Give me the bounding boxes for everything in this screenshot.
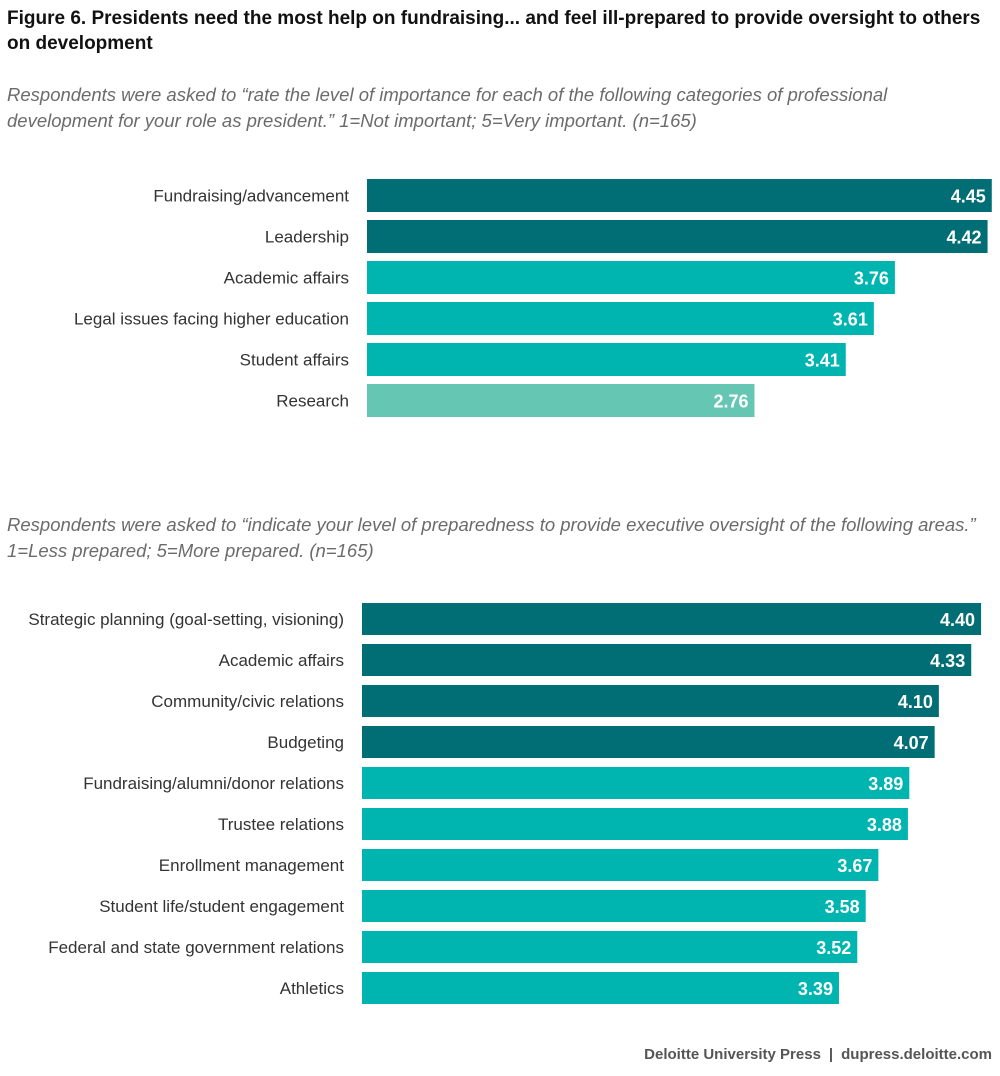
- preparedness-bar-chart: Strategic planning (goal-setting, vision…: [28, 603, 982, 1004]
- bar: [362, 726, 935, 758]
- category-label: Academic affairs: [224, 269, 349, 288]
- value-label: 3.67: [837, 856, 872, 876]
- figure-title: Figure 6. Presidents need the most help …: [7, 8, 981, 54]
- bar: [362, 767, 910, 799]
- bar: [367, 179, 992, 212]
- category-label: Budgeting: [267, 733, 344, 752]
- category-label: Student life/student engagement: [99, 897, 344, 916]
- bar: [367, 261, 895, 294]
- bar: [367, 220, 988, 253]
- value-label: 3.61: [833, 310, 868, 330]
- category-label: Athletics: [280, 979, 344, 998]
- bar: [367, 384, 755, 417]
- chart1-subtitle: Respondents were asked to “rate the leve…: [7, 84, 888, 131]
- category-label: Research: [276, 392, 349, 411]
- category-label: Trustee relations: [218, 815, 344, 834]
- value-label: 3.89: [868, 774, 903, 794]
- bar: [362, 603, 982, 635]
- category-label: Leadership: [265, 228, 349, 247]
- bar: [362, 849, 879, 881]
- chart2-subtitle: Respondents were asked to “indicate your…: [7, 514, 976, 561]
- footer-url: dupress.deloitte.com: [841, 1046, 992, 1063]
- bar: [362, 644, 972, 676]
- footer-separator: |: [828, 1046, 834, 1063]
- value-label: 3.58: [825, 897, 860, 917]
- category-label: Enrollment management: [159, 856, 344, 875]
- value-label: 4.10: [898, 692, 933, 712]
- bar: [362, 808, 908, 840]
- category-label: Legal issues facing higher education: [74, 310, 349, 329]
- bar: [367, 302, 874, 335]
- value-label: 3.41: [805, 351, 840, 371]
- value-label: 4.40: [940, 610, 975, 630]
- bar: [362, 685, 939, 717]
- value-label: 2.76: [713, 392, 748, 412]
- value-label: 3.88: [867, 815, 902, 835]
- category-label: Community/civic relations: [151, 692, 344, 711]
- footer-source: Deloitte University Press: [644, 1046, 821, 1063]
- category-label: Federal and state government relations: [48, 938, 344, 957]
- category-label: Student affairs: [240, 351, 349, 370]
- category-label: Academic affairs: [219, 651, 344, 670]
- category-label: Fundraising/advancement: [153, 187, 349, 206]
- value-label: 3.52: [816, 938, 851, 958]
- bar: [367, 343, 846, 376]
- footer: Deloitte University Press | dupress.deloit…: [644, 1046, 992, 1063]
- bar: [362, 972, 839, 1004]
- bar: [362, 890, 866, 922]
- value-label: 4.42: [947, 228, 982, 248]
- value-label: 3.76: [854, 269, 889, 289]
- category-label: Strategic planning (goal-setting, vision…: [28, 610, 344, 629]
- importance-bar-chart: Fundraising/advancement 4.45 Leadership 4.4…: [74, 179, 992, 417]
- category-label: Fundraising/alumni/donor relations: [83, 774, 344, 793]
- bar: [362, 931, 858, 963]
- value-label: 4.33: [930, 651, 965, 671]
- value-label: 4.45: [951, 187, 986, 207]
- value-label: 4.07: [894, 733, 929, 753]
- value-label: 3.39: [798, 979, 833, 999]
